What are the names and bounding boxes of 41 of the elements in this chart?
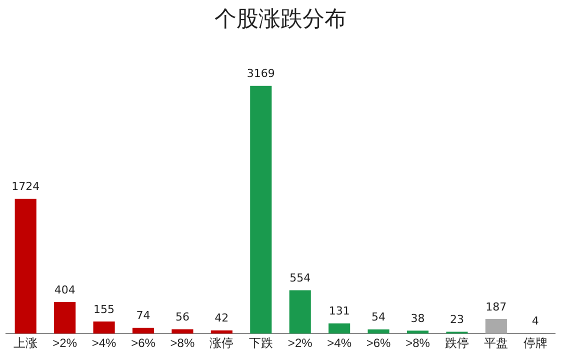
data-label: 3169 bbox=[246, 67, 275, 80]
x-tick-label: >4% bbox=[327, 336, 352, 350]
data-label: 42 bbox=[214, 312, 229, 325]
bar bbox=[14, 198, 36, 334]
x-tick-label: >8% bbox=[170, 336, 195, 350]
x-tick-label: 上涨 bbox=[14, 336, 38, 350]
data-label: 38 bbox=[410, 312, 425, 325]
bar bbox=[132, 328, 154, 334]
data-label: 4 bbox=[532, 314, 539, 328]
data-label: 155 bbox=[94, 302, 115, 316]
x-tick-label: >4% bbox=[92, 336, 117, 350]
bar bbox=[250, 86, 272, 334]
data-label: 54 bbox=[372, 310, 386, 324]
data-label: 404 bbox=[54, 283, 76, 296]
bar bbox=[54, 302, 76, 334]
x-tick-label: >6% bbox=[131, 336, 156, 350]
x-tick-label: 涨停 bbox=[210, 336, 234, 350]
bar bbox=[289, 290, 311, 334]
bar bbox=[93, 321, 115, 334]
data-label: 554 bbox=[290, 272, 311, 285]
bar bbox=[328, 323, 350, 334]
data-label: 23 bbox=[450, 313, 464, 326]
x-tick-label: >6% bbox=[366, 336, 392, 350]
data-label: 74 bbox=[136, 309, 150, 322]
x-tick-label: 平盘 bbox=[484, 336, 508, 350]
data-label: 131 bbox=[328, 304, 350, 318]
x-tick-label: >2% bbox=[288, 336, 313, 350]
bar bbox=[172, 329, 194, 334]
chart-title: 个股涨跌分布 bbox=[214, 6, 348, 34]
data-label: 56 bbox=[175, 310, 190, 324]
bar bbox=[368, 329, 390, 334]
x-tick-label: >8% bbox=[406, 336, 430, 350]
x-tick-label: 跌停 bbox=[444, 336, 469, 350]
bar bbox=[210, 330, 232, 334]
bar bbox=[485, 318, 507, 334]
x-tick-label: >2% bbox=[52, 336, 78, 350]
data-label: 1724 bbox=[12, 180, 40, 194]
bar bbox=[406, 330, 429, 334]
x-tick-label: 停牌 bbox=[523, 336, 548, 350]
data-label: 187 bbox=[486, 300, 507, 314]
x-tick-label: 下跌 bbox=[248, 336, 273, 350]
